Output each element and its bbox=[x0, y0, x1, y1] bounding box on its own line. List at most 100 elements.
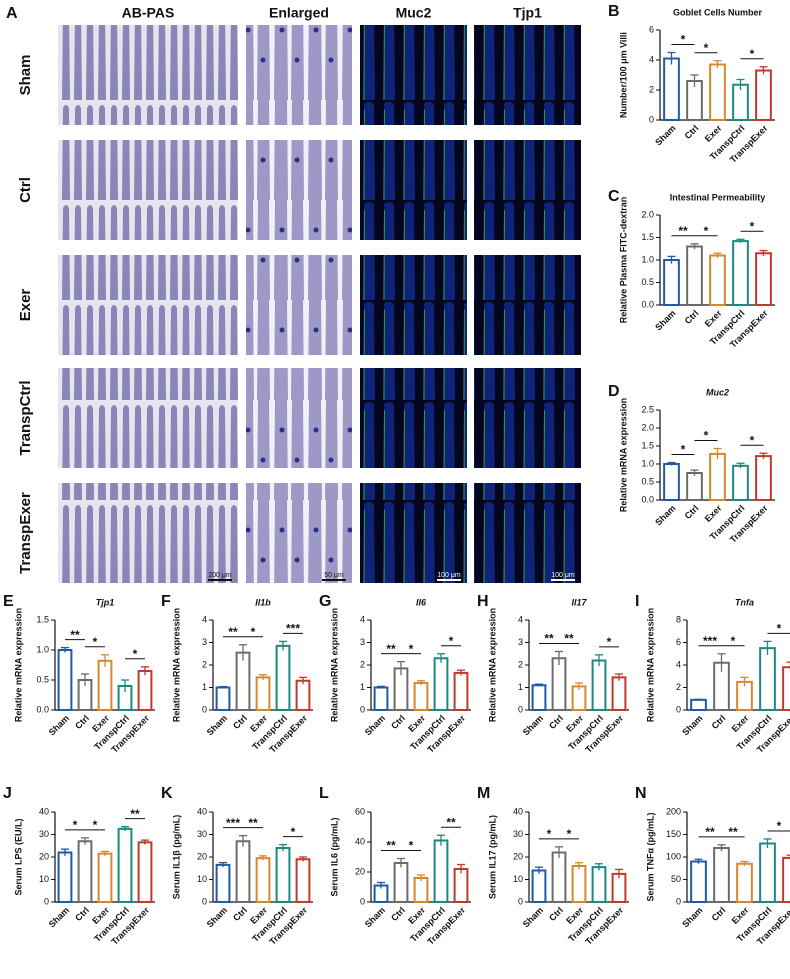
y-tick-label: 0 bbox=[202, 896, 207, 906]
y-tick-label: 0 bbox=[360, 704, 365, 714]
bar bbox=[413, 682, 429, 711]
x-tick-label: Sham bbox=[47, 713, 71, 737]
y-tick-label: 2 bbox=[518, 659, 523, 669]
bar bbox=[117, 827, 133, 903]
x-tick-label: Ctrl bbox=[231, 905, 249, 923]
x-tick-label: Sham bbox=[653, 503, 677, 527]
y-tick-label: 10 bbox=[513, 874, 523, 884]
y-tick-label: 0 bbox=[676, 896, 681, 906]
bar bbox=[709, 254, 726, 306]
significance-label: ** bbox=[544, 632, 554, 646]
y-tick-label: 20 bbox=[39, 851, 49, 861]
y-tick-label: 4 bbox=[649, 54, 654, 64]
micrograph bbox=[360, 140, 467, 240]
bar bbox=[295, 858, 311, 903]
y-tick-label: 0.5 bbox=[641, 476, 654, 486]
significance-label: *** bbox=[703, 634, 717, 648]
bar bbox=[275, 644, 291, 711]
bar bbox=[215, 863, 231, 903]
bar bbox=[531, 869, 547, 903]
y-tick-label: 1.0 bbox=[36, 644, 49, 654]
column-header: Muc2 bbox=[396, 5, 432, 21]
bar bbox=[551, 657, 567, 711]
y-tick-label: 1 bbox=[518, 682, 523, 692]
bar bbox=[433, 657, 449, 711]
y-tick-label: 40 bbox=[355, 836, 365, 846]
panel-letter: K bbox=[161, 785, 173, 802]
significance-label: * bbox=[681, 33, 686, 47]
bar bbox=[736, 862, 753, 903]
x-tick-label: Ctrl bbox=[389, 905, 407, 923]
bar bbox=[755, 252, 772, 306]
y-tick-label: 1.5 bbox=[641, 232, 654, 242]
y-tick-label: 4 bbox=[202, 614, 207, 624]
bar bbox=[732, 464, 749, 501]
bar bbox=[137, 670, 153, 711]
panel-letter: B bbox=[608, 3, 620, 20]
y-tick-label: 40 bbox=[197, 806, 207, 816]
significance-label: * bbox=[750, 47, 755, 61]
bar bbox=[57, 649, 73, 711]
y-tick-label: 0 bbox=[44, 896, 49, 906]
y-tick-label: 1.0 bbox=[641, 254, 654, 264]
y-tick-label: 2.5 bbox=[641, 404, 654, 414]
significance-label: * bbox=[409, 642, 414, 656]
bar bbox=[755, 69, 772, 121]
panel-letter: N bbox=[635, 785, 647, 802]
significance-label: * bbox=[291, 825, 296, 839]
significance-label: ** bbox=[705, 825, 715, 839]
panel-letter: F bbox=[161, 593, 171, 610]
y-tick-label: 30 bbox=[39, 829, 49, 839]
y-tick-label: 2 bbox=[360, 659, 365, 669]
y-tick-label: 40 bbox=[513, 806, 523, 816]
row-label: TranspCtrl bbox=[17, 380, 34, 455]
significance-label: * bbox=[409, 839, 414, 853]
panel-letter: J bbox=[3, 785, 12, 802]
bar bbox=[137, 841, 153, 903]
significance-label: * bbox=[73, 818, 78, 832]
x-tick-label: Ctrl bbox=[547, 905, 565, 923]
significance-label: * bbox=[449, 634, 454, 648]
significance-label: * bbox=[607, 635, 612, 649]
bar bbox=[235, 651, 251, 711]
panel-letter: H bbox=[477, 593, 489, 610]
chart-title: Il17 bbox=[571, 597, 587, 607]
bar bbox=[551, 851, 567, 903]
y-tick-label: 3 bbox=[202, 637, 207, 647]
x-tick-label: Ctrl bbox=[547, 713, 565, 731]
significance-label: ** bbox=[446, 815, 456, 829]
row-label: Exer bbox=[17, 289, 34, 322]
y-tick-label: 30 bbox=[197, 829, 207, 839]
bar bbox=[713, 847, 730, 903]
bar bbox=[433, 839, 449, 903]
bar bbox=[571, 865, 587, 903]
chart-title: Il1b bbox=[255, 597, 271, 607]
micrograph bbox=[360, 255, 467, 355]
significance-label: ** bbox=[678, 224, 688, 238]
micrograph bbox=[246, 140, 352, 240]
bar bbox=[732, 240, 749, 307]
significance-label: * bbox=[93, 818, 98, 832]
significance-label: * bbox=[777, 819, 782, 833]
bar bbox=[77, 840, 93, 903]
y-tick-label: 30 bbox=[513, 829, 523, 839]
y-tick-label: 0 bbox=[649, 114, 654, 124]
bar bbox=[686, 472, 703, 501]
x-tick-label: Sham bbox=[205, 713, 229, 737]
bar bbox=[709, 63, 726, 121]
significance-label: * bbox=[681, 443, 686, 457]
y-tick-label: 10 bbox=[197, 874, 207, 884]
x-tick-label: Sham bbox=[680, 905, 704, 929]
y-tick-label: 20 bbox=[513, 851, 523, 861]
bar bbox=[663, 259, 680, 306]
scale-bar-label: 50 μm bbox=[324, 572, 344, 579]
significance-label: * bbox=[731, 634, 736, 648]
bar bbox=[235, 840, 251, 903]
significance-label: *** bbox=[226, 816, 240, 830]
significance-label: *** bbox=[286, 622, 300, 636]
micrograph bbox=[360, 368, 467, 468]
y-axis-label: Relative mRNA expression bbox=[13, 608, 23, 722]
y-tick-label: 10 bbox=[39, 874, 49, 884]
y-tick-label: 0 bbox=[518, 704, 523, 714]
bar bbox=[413, 877, 429, 903]
